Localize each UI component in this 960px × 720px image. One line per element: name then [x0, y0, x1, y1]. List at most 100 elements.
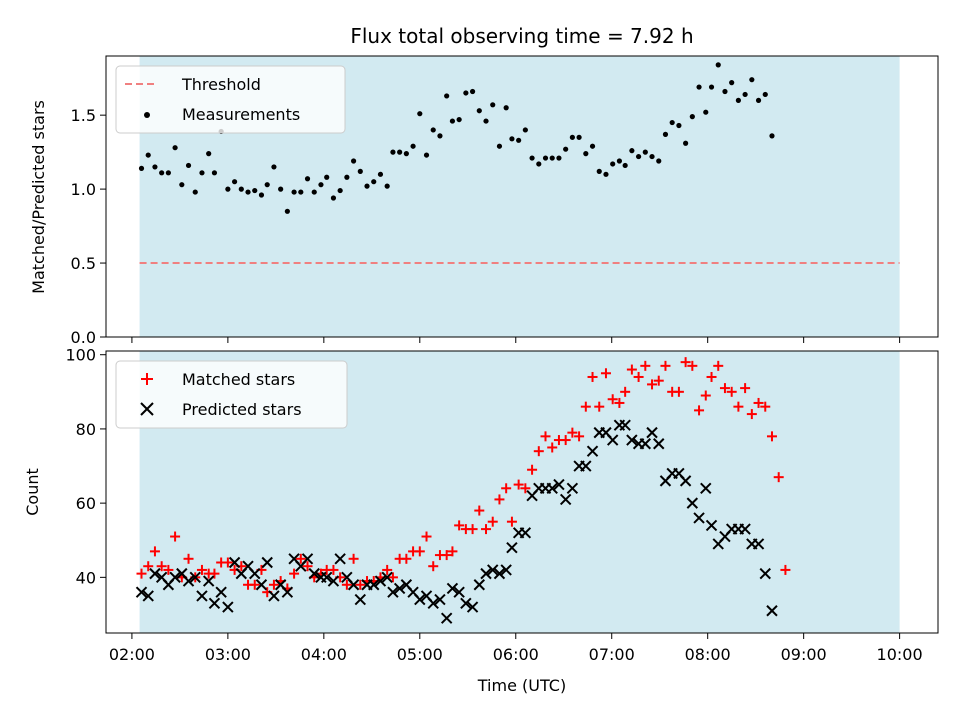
predicted-stars-point — [493, 567, 506, 580]
measurement-point — [430, 127, 436, 133]
measurement-point — [390, 149, 396, 155]
measurement-point — [522, 127, 528, 133]
matched-stars-point — [547, 442, 558, 453]
matched-stars-point — [746, 409, 757, 420]
matched-stars-point — [713, 360, 724, 371]
measurement-point — [656, 158, 662, 164]
matched-stars-point — [295, 553, 306, 564]
measurement-point — [476, 108, 482, 114]
measurement-point — [199, 170, 205, 176]
measurements-legend-label: Measurements — [182, 105, 300, 124]
measurement-point — [324, 174, 330, 180]
predicted-stars-point — [752, 538, 765, 550]
predicted-stars-point — [519, 527, 532, 539]
predicted-stars-point — [639, 438, 652, 450]
predicted-stars-point — [327, 575, 340, 587]
y-tick-label: 80 — [76, 420, 96, 439]
predicted-legend-label: Predicted stars — [182, 400, 302, 419]
matched-stars-point — [268, 579, 279, 590]
measurement-point — [298, 189, 304, 195]
measurement-point — [662, 131, 669, 137]
measurement-point — [284, 208, 290, 214]
x-tick-label: 06:00 — [493, 645, 539, 664]
measurement-point — [642, 149, 648, 155]
predicted-stars-point — [705, 519, 718, 532]
matched-stars-point — [533, 446, 544, 457]
measurement-point — [563, 146, 569, 152]
measurement-point — [364, 183, 370, 189]
measurement-point — [755, 97, 762, 103]
measurement-point — [708, 84, 715, 90]
predicted-stars-point — [653, 438, 665, 450]
measurement-point — [271, 164, 277, 170]
y-tick-label: 1.5 — [71, 106, 96, 125]
measurement-point — [729, 80, 735, 86]
predicted-stars-point — [142, 590, 154, 602]
matched-stars-point — [760, 401, 771, 412]
measurement-point — [264, 182, 270, 188]
measurement-point — [583, 151, 589, 157]
measurement-point — [542, 155, 549, 161]
measurement-point — [576, 134, 582, 140]
matched-stars-point — [726, 386, 737, 397]
predicted-stars-point — [506, 541, 518, 554]
matched-stars-point — [633, 371, 644, 382]
matched-stars-point — [567, 427, 578, 438]
measurement-point — [616, 158, 623, 164]
matched-stars-point — [620, 386, 631, 397]
matched-stars-point — [387, 572, 398, 583]
matched-stars-point — [163, 564, 174, 575]
y-tick-label: 1.0 — [71, 180, 96, 199]
measurement-point — [350, 158, 357, 164]
y-tick-label: 60 — [76, 494, 96, 513]
predicted-stars-point — [414, 593, 426, 606]
predicted-stars-point — [228, 556, 241, 569]
predicted-stars-point — [646, 426, 658, 439]
measurement-point — [449, 118, 456, 124]
predicted-stars-point — [381, 571, 393, 584]
measurements-legend-swatch — [144, 112, 150, 118]
measurement-point — [423, 152, 430, 158]
predicted-stars-point — [202, 575, 215, 587]
measurement-point — [589, 143, 596, 149]
predicted-stars-point — [440, 612, 453, 624]
matched-legend-swatch — [141, 373, 153, 385]
matched-stars-point — [733, 401, 744, 412]
predicted-stars-point — [480, 567, 492, 580]
matched-stars-point — [414, 546, 425, 557]
predicted-stars-point — [387, 586, 399, 598]
predicted-stars-point — [446, 582, 459, 595]
measurement-point — [456, 116, 462, 123]
y-tick-label: 40 — [76, 568, 96, 587]
matched-stars-point — [614, 397, 625, 408]
predicted-stars-point — [347, 579, 360, 591]
measurement-point — [629, 148, 635, 154]
measurement-point — [529, 155, 535, 161]
measurement-point — [192, 189, 198, 195]
predicted-stars-point — [249, 567, 261, 580]
x-axis-label: Time (UTC) — [477, 676, 566, 695]
matched-stars-point — [706, 371, 717, 382]
ratio-plot-frame — [105, 55, 939, 338]
matched-stars-point — [156, 561, 167, 572]
measurement-point — [344, 174, 350, 180]
predicted-stars-point — [215, 586, 227, 598]
predicted-stars-point — [487, 564, 499, 576]
matched-stars-point — [740, 383, 751, 394]
matched-stars-point — [467, 524, 478, 535]
measurement-point — [536, 161, 542, 167]
predicted-stars-point — [553, 478, 565, 491]
measurement-point — [490, 102, 496, 108]
x-tick-label: 10:00 — [877, 645, 923, 664]
matched-stars-point — [487, 516, 498, 527]
matched-stars-point — [687, 360, 698, 371]
matched-stars-point — [302, 561, 313, 572]
predicted-stars-point — [255, 579, 268, 591]
matched-stars-point — [607, 394, 618, 405]
threshold-legend-label: Threshold — [181, 75, 261, 94]
matched-stars-point — [494, 494, 505, 505]
measurement-point — [549, 155, 555, 161]
matched-stars-point — [355, 579, 366, 590]
matched-stars-point — [382, 564, 393, 575]
measurement-point — [245, 189, 251, 195]
